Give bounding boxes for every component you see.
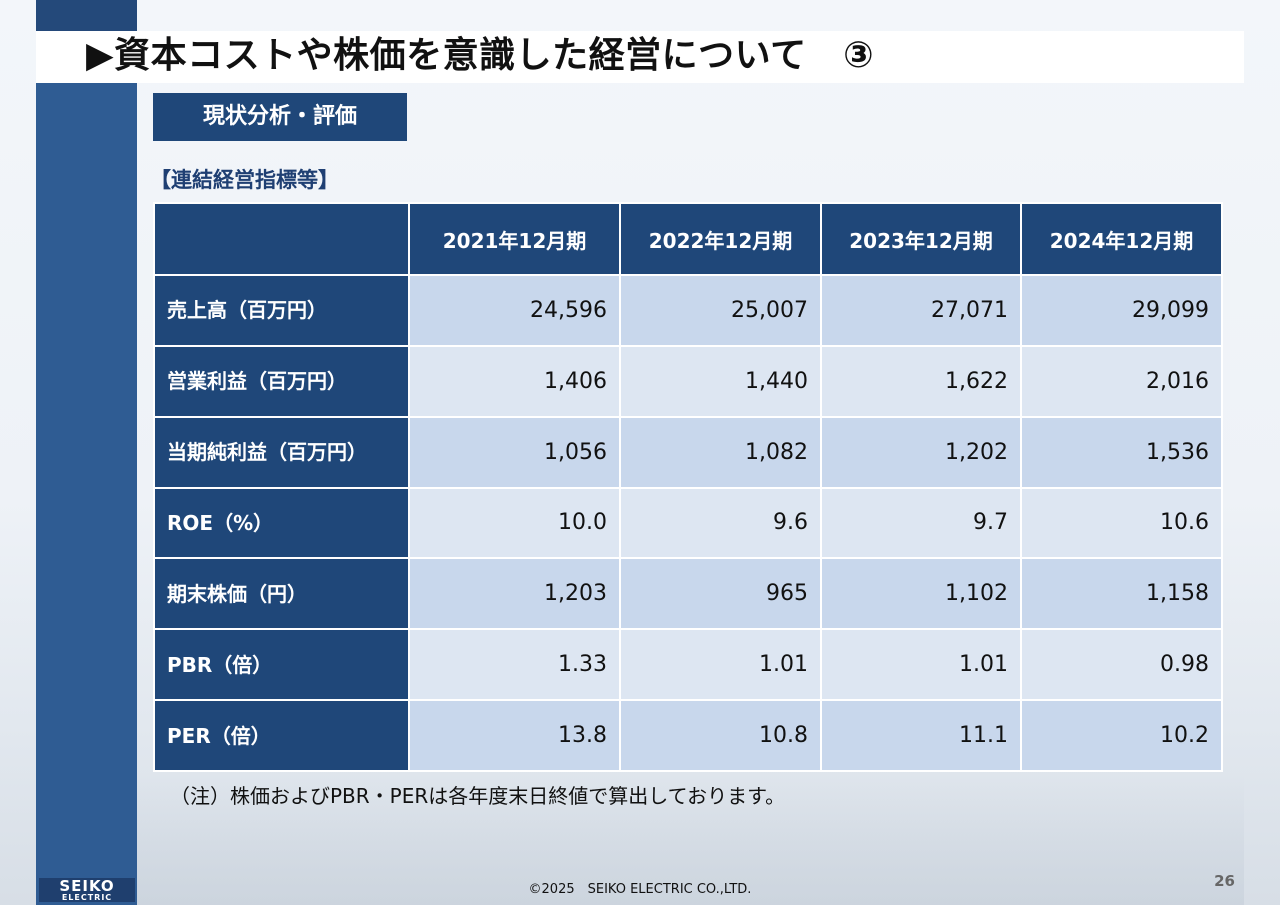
row-label-stock-price: 期末株価（円） bbox=[153, 557, 410, 631]
table-row: 営業利益（百万円） 1,406 1,440 1,622 2,016 bbox=[153, 344, 1223, 418]
header-fy2021: 2021年12月期 bbox=[408, 202, 621, 276]
table-cell: 29,099 bbox=[1020, 274, 1223, 347]
table-cell: 1.33 bbox=[408, 628, 621, 702]
left-accent-bar bbox=[36, 0, 137, 905]
table-header-row: 2021年12月期 2022年12月期 2023年12月期 2024年12月期 bbox=[153, 202, 1223, 276]
row-label-operating-profit: 営業利益（百万円） bbox=[153, 344, 410, 418]
status-analysis-label: 現状分析・評価 bbox=[153, 93, 407, 141]
table-cell: 9.7 bbox=[820, 486, 1022, 560]
table-cell: 1.01 bbox=[820, 628, 1022, 702]
table-cell: 1,202 bbox=[820, 415, 1022, 489]
table-cell: 1,158 bbox=[1020, 557, 1223, 631]
header-corner-cell bbox=[153, 202, 410, 276]
background-skyline bbox=[137, 775, 1244, 905]
title-band bbox=[36, 31, 1244, 83]
header-fy2023: 2023年12月期 bbox=[820, 202, 1022, 276]
slide-title: ▶資本コストや株価を意識した経営について ③ bbox=[86, 35, 875, 76]
company-logo: SEIKO ELECTRIC bbox=[39, 878, 135, 902]
row-label-roe: ROE（%） bbox=[153, 486, 410, 560]
table-cell: 10.8 bbox=[619, 699, 822, 772]
table-row: PBR（倍） 1.33 1.01 1.01 0.98 bbox=[153, 628, 1223, 702]
row-label-per: PER（倍） bbox=[153, 699, 410, 772]
table-row: 期末株価（円） 1,203 965 1,102 1,158 bbox=[153, 557, 1223, 631]
header-fy2024: 2024年12月期 bbox=[1020, 202, 1223, 276]
footnote: （注）株価およびPBR・PERは各年度末日終値で算出しております。 bbox=[170, 784, 786, 808]
table-row: 売上高（百万円） 24,596 25,007 27,071 29,099 bbox=[153, 274, 1223, 347]
table-row: ROE（%） 10.0 9.6 9.7 10.6 bbox=[153, 486, 1223, 560]
table-row: PER（倍） 13.8 10.8 11.1 10.2 bbox=[153, 699, 1223, 772]
left-bar-top bbox=[36, 0, 137, 31]
table-cell: 10.6 bbox=[1020, 486, 1223, 560]
row-label-net-income: 当期純利益（百万円） bbox=[153, 415, 410, 489]
table-cell: 1,082 bbox=[619, 415, 822, 489]
table-cell: 10.0 bbox=[408, 486, 621, 560]
row-label-net-sales: 売上高（百万円） bbox=[153, 274, 410, 347]
table-cell: 11.1 bbox=[820, 699, 1022, 772]
logo-line-1: SEIKO bbox=[59, 877, 115, 895]
logo-line-2: ELECTRIC bbox=[61, 893, 113, 902]
table-cell: 10.2 bbox=[1020, 699, 1223, 772]
page-number: 26 bbox=[1214, 872, 1235, 890]
table-cell: 1,056 bbox=[408, 415, 621, 489]
table-cell: 27,071 bbox=[820, 274, 1022, 347]
table-cell: 0.98 bbox=[1020, 628, 1223, 702]
table-cell: 1,102 bbox=[820, 557, 1022, 631]
table-cell: 1,406 bbox=[408, 344, 621, 418]
row-label-pbr: PBR（倍） bbox=[153, 628, 410, 702]
table-cell: 1,622 bbox=[820, 344, 1022, 418]
table-cell: 2,016 bbox=[1020, 344, 1223, 418]
table-cell: 1,440 bbox=[619, 344, 822, 418]
table-cell: 1,536 bbox=[1020, 415, 1223, 489]
table-row: 当期純利益（百万円） 1,056 1,082 1,202 1,536 bbox=[153, 415, 1223, 489]
table-cell: 24,596 bbox=[408, 274, 621, 347]
section-label: 【連結経営指標等】 bbox=[150, 168, 339, 192]
header-fy2022: 2022年12月期 bbox=[619, 202, 822, 276]
table-cell: 13.8 bbox=[408, 699, 621, 772]
financial-metrics-table: 2021年12月期 2022年12月期 2023年12月期 2024年12月期 … bbox=[153, 202, 1223, 772]
table-cell: 25,007 bbox=[619, 274, 822, 347]
table-cell: 965 bbox=[619, 557, 822, 631]
copyright-text: ©2025 SEIKO ELECTRIC CO.,LTD. bbox=[528, 882, 752, 897]
table-cell: 1.01 bbox=[619, 628, 822, 702]
table-cell: 1,203 bbox=[408, 557, 621, 631]
table-cell: 9.6 bbox=[619, 486, 822, 560]
